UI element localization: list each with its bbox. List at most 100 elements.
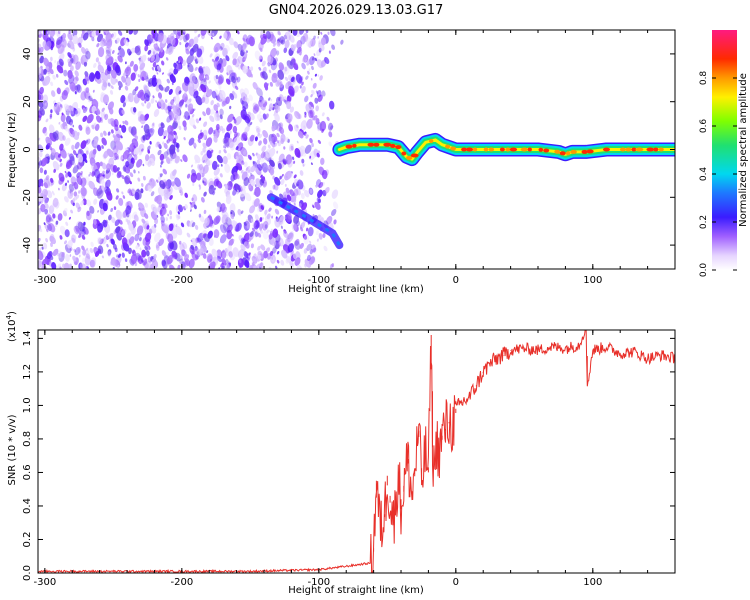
- noise-blob: [294, 124, 299, 132]
- noise-blob: [84, 74, 90, 82]
- noise-blob: [176, 147, 180, 153]
- noise-blob: [121, 109, 125, 115]
- noise-blob: [147, 128, 155, 138]
- noise-blob: [72, 165, 79, 174]
- noise-blob: [93, 138, 98, 147]
- noise-blob: [320, 157, 325, 165]
- noise-blob: [225, 44, 230, 52]
- noise-blob: [157, 126, 164, 137]
- noise-blob: [105, 221, 109, 225]
- noise-blob: [202, 252, 207, 259]
- noise-blob: [122, 150, 130, 160]
- noise-blob: [304, 189, 310, 198]
- noise-blob: [159, 153, 165, 161]
- noise-blob: [274, 113, 280, 122]
- noise-blob: [251, 262, 255, 267]
- noise-blob: [162, 102, 168, 111]
- noise-blob: [236, 30, 240, 35]
- noise-blob: [39, 247, 42, 251]
- noise-blob: [318, 184, 321, 188]
- noise-blob: [55, 220, 59, 225]
- noise-blob: [331, 189, 339, 199]
- noise-blob: [330, 208, 337, 217]
- noise-blob: [200, 196, 205, 203]
- noise-blob: [262, 220, 269, 231]
- noise-blob: [244, 137, 247, 140]
- noise-blob: [233, 41, 239, 49]
- noise-blob: [45, 118, 49, 123]
- noise-blob: [172, 152, 177, 159]
- noise-blob: [214, 170, 217, 174]
- noise-blob: [233, 239, 236, 242]
- noise-blob: [194, 154, 201, 164]
- noise-blob: [167, 233, 174, 244]
- colorbar-tick-label: 0.8: [699, 71, 709, 86]
- noise-blob: [193, 90, 199, 99]
- noise-blob: [110, 207, 114, 213]
- noise-blob: [44, 102, 47, 106]
- noise-blob: [256, 159, 261, 165]
- noise-blob: [152, 122, 155, 126]
- colorbar-tick-label: 0.2: [699, 215, 709, 229]
- noise-blob: [202, 147, 206, 153]
- noise-blob: [192, 182, 195, 187]
- noise-blob: [56, 30, 62, 37]
- noise-blob: [259, 111, 262, 115]
- noise-blob: [145, 250, 150, 257]
- noise-blob: [48, 223, 56, 233]
- noise-blob: [68, 30, 72, 35]
- noise-blob: [267, 165, 271, 170]
- noise-blob: [49, 30, 56, 38]
- noise-blob: [247, 174, 249, 178]
- noise-blob: [84, 91, 89, 99]
- noise-blob: [264, 209, 268, 215]
- noise-blob: [43, 57, 50, 67]
- noise-blob: [219, 35, 222, 40]
- noise-blob: [260, 59, 262, 62]
- noise-blob: [182, 32, 185, 35]
- noise-blob: [169, 74, 176, 83]
- noise-blob: [191, 197, 194, 202]
- noise-blob: [234, 131, 238, 138]
- noise-blob: [105, 46, 111, 54]
- noise-blob: [144, 202, 149, 208]
- noise-blob: [243, 221, 247, 226]
- noise-blob: [248, 94, 253, 102]
- noise-blob: [43, 30, 50, 36]
- noise-blob: [206, 253, 213, 264]
- noise-blob: [68, 184, 74, 192]
- noise-blob: [135, 244, 139, 249]
- noise-blob: [141, 183, 144, 187]
- noise-blob: [120, 135, 123, 139]
- noise-blob: [62, 32, 67, 40]
- noise-blob: [39, 167, 44, 174]
- noise-blob: [257, 232, 262, 238]
- noise-blob: [173, 141, 179, 148]
- noise-blob: [226, 181, 233, 191]
- noise-blob: [174, 134, 179, 140]
- noise-blob: [252, 227, 255, 232]
- noise-blob: [166, 138, 171, 144]
- noise-blob: [279, 193, 284, 200]
- noise-blob: [287, 243, 294, 253]
- noise-blob: [88, 174, 91, 177]
- noise-blob: [41, 182, 44, 187]
- noise-blob: [254, 136, 258, 142]
- noise-blob: [91, 124, 95, 130]
- noise-blob: [228, 70, 234, 78]
- noise-blob: [195, 95, 203, 106]
- noise-blob: [69, 254, 72, 257]
- noise-blob: [93, 198, 98, 205]
- noise-blob: [88, 97, 93, 103]
- noise-blob: [192, 249, 196, 254]
- noise-blob: [280, 133, 286, 143]
- noise-blob: [83, 61, 88, 67]
- noise-blob: [69, 65, 74, 72]
- noise-blob: [100, 40, 105, 48]
- noise-blob: [293, 63, 299, 71]
- noise-blob: [276, 132, 280, 138]
- noise-blob: [60, 104, 63, 109]
- noise-blob: [177, 264, 181, 269]
- noise-blob: [265, 113, 269, 119]
- noise-blob: [47, 213, 52, 220]
